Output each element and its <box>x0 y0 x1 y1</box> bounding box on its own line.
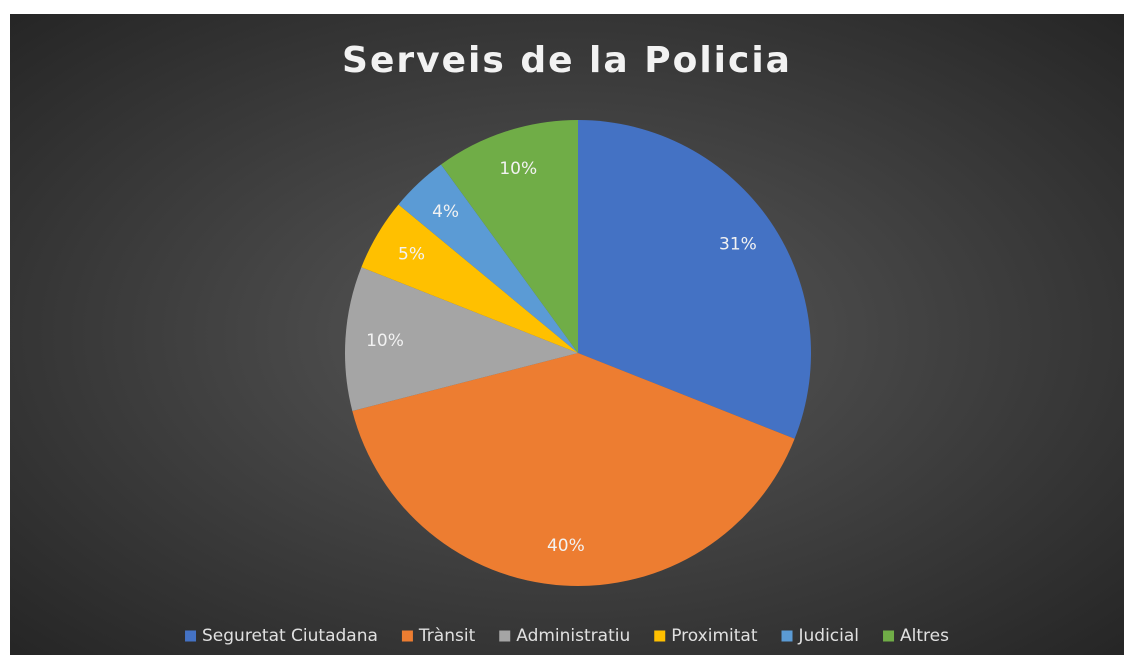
legend-label: Seguretat Ciutadana <box>202 626 378 646</box>
legend-label: Administratiu <box>516 626 630 646</box>
pie-slice <box>578 120 812 439</box>
legend-swatch <box>499 630 511 642</box>
chart-title: Serveis de la Policia <box>342 40 792 81</box>
legend-label: Proximitat <box>671 626 758 646</box>
legend-label: Altres <box>900 626 949 646</box>
data-label: 4% <box>432 202 459 222</box>
pie-slice <box>352 353 795 587</box>
data-label: 10% <box>366 331 404 351</box>
legend-swatch <box>401 630 413 642</box>
data-label: 5% <box>398 245 425 265</box>
pie-slice <box>344 267 578 411</box>
pie-slice <box>398 164 578 353</box>
legend-label: Judicial <box>798 626 860 646</box>
legend-swatch <box>883 630 895 642</box>
data-label: 31% <box>719 234 757 254</box>
data-label: 10% <box>499 159 537 179</box>
legend-swatch <box>185 630 197 642</box>
legend-label: Trànsit <box>418 626 476 646</box>
legend-swatch <box>781 630 793 642</box>
legend-swatch <box>654 630 666 642</box>
data-label: 40% <box>547 536 585 556</box>
pie-slice <box>441 120 578 353</box>
pie-slice <box>361 204 578 353</box>
